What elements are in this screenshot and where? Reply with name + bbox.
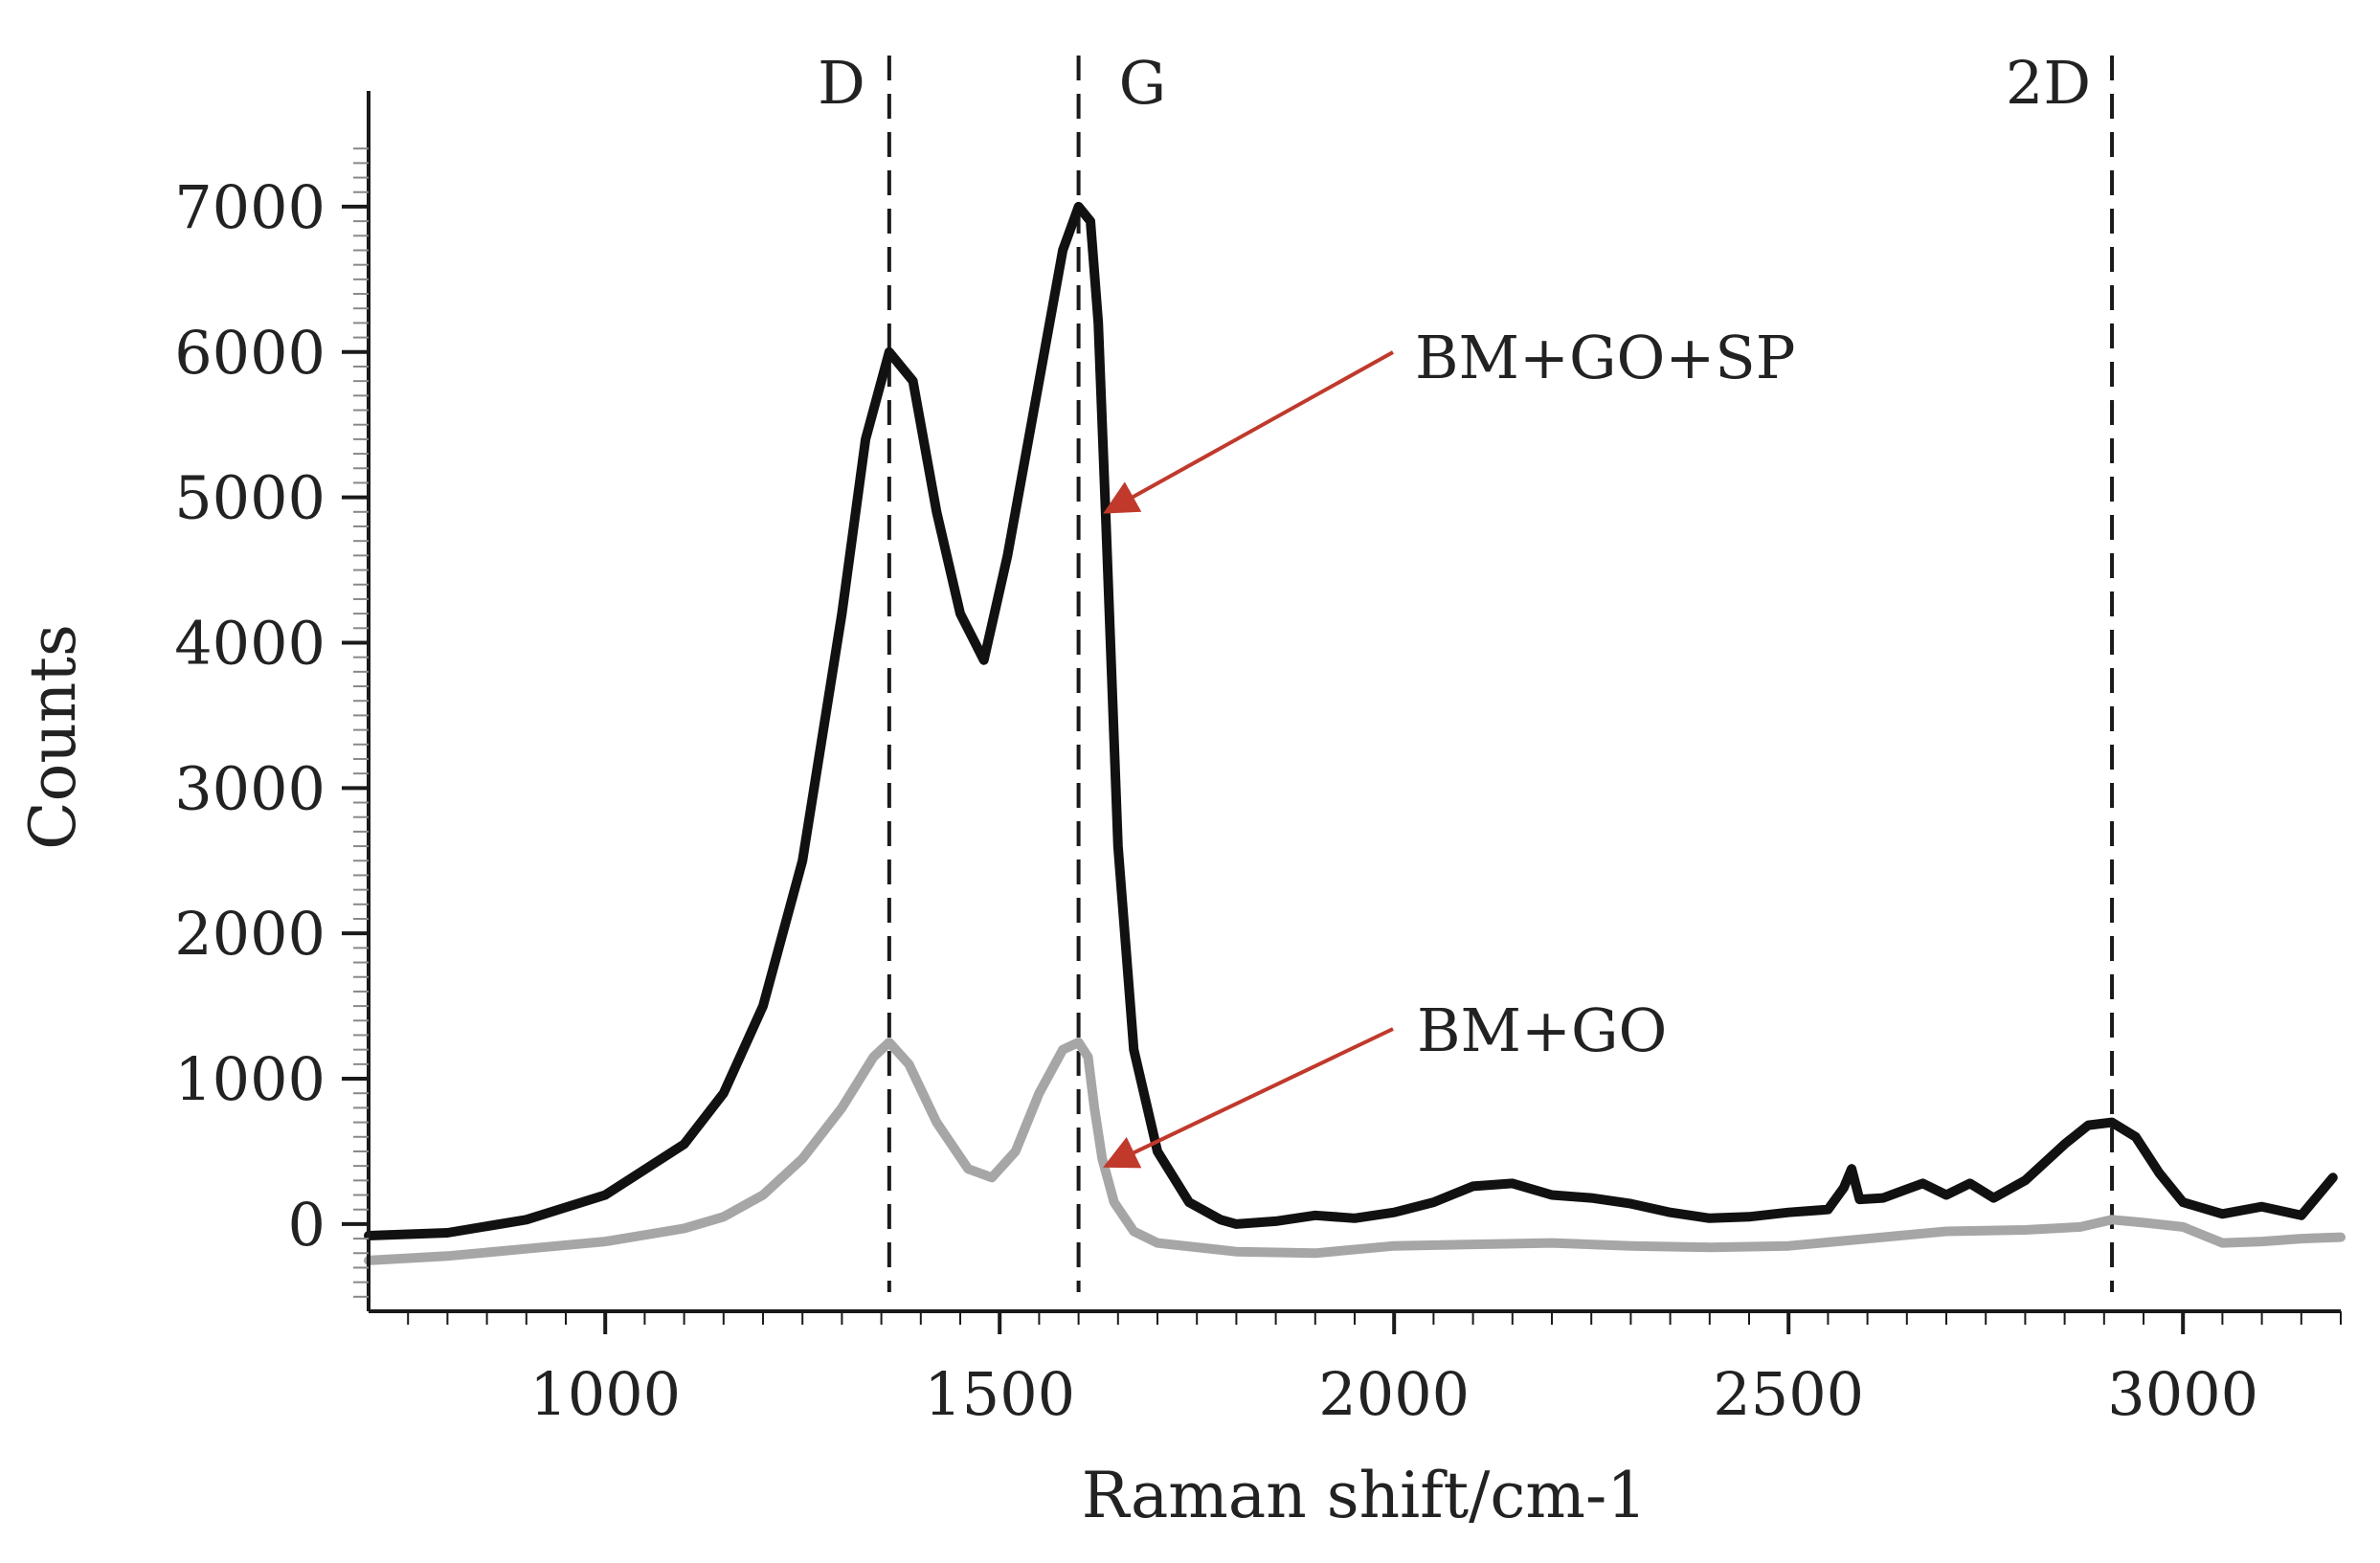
series-group [364,201,2346,1265]
peak-label-2d: 2D [2006,48,2091,118]
x-tick-label: 2000 [1318,1359,1470,1429]
y-tick-label: 3000 [174,753,326,823]
annotation-arrow-bm-go [1103,1027,1394,1169]
x-tick-label: 1000 [529,1359,681,1429]
annotations: BM+GO+SP BM+GO [1103,323,1796,1169]
y-tick-label: 5000 [174,463,326,533]
y-tick-label: 6000 [174,318,326,388]
y-tick-label: 2000 [174,899,326,969]
series-line-bm-go-sp [364,201,2338,1240]
x-axis-title: Raman shift/cm-1 [1082,1459,1648,1532]
y-tick-label: 1000 [174,1044,326,1114]
axes [367,91,2341,1313]
x-tick-label: 3000 [2107,1359,2258,1429]
x-tick-labels: 1000 1500 2000 2500 3000 [529,1359,2258,1429]
annotation-label-bm-go-sp: BM+GO+SP [1415,323,1796,392]
y-tick-label: 4000 [174,608,326,678]
peak-label-g: G [1119,48,1167,118]
y-tick-labels: 0 1000 2000 3000 4000 5000 6000 7000 [174,172,326,1260]
x-tick-label: 2500 [1713,1359,1864,1429]
x-ticks [407,1311,2342,1334]
peak-label-d: D [818,48,865,118]
x-tick-label: 1500 [924,1359,1075,1429]
peak-markers: D G 2D [818,48,2115,1292]
y-ticks [342,147,369,1298]
y-tick-label: 7000 [174,172,326,242]
annotation-arrow-bm-go-sp [1103,350,1394,514]
y-axis-title: Counts [16,624,90,850]
annotation-label-bm-go: BM+GO [1417,995,1667,1065]
series-line-bm-go [364,1038,2346,1265]
y-tick-label: 0 [288,1190,326,1260]
